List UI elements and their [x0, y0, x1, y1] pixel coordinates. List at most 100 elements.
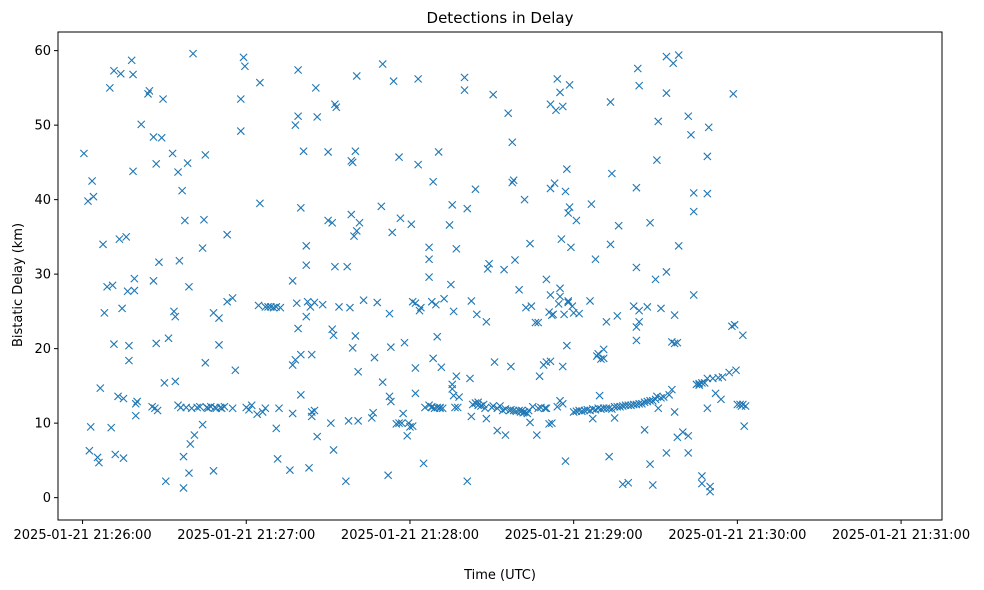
- data-point: [633, 64, 642, 73]
- data-point: [463, 477, 472, 486]
- data-point: [521, 303, 530, 312]
- data-point: [345, 303, 354, 312]
- data-point: [291, 121, 300, 130]
- data-point: [678, 428, 687, 437]
- data-point: [534, 404, 543, 413]
- data-point: [223, 297, 232, 306]
- data-point: [697, 479, 706, 488]
- data-point: [614, 221, 623, 230]
- data-point: [168, 149, 177, 158]
- data-point: [732, 366, 740, 375]
- data-point: [190, 431, 199, 440]
- data-point: [240, 62, 249, 71]
- data-point: [662, 267, 671, 276]
- data-point: [594, 349, 603, 358]
- data-point: [294, 112, 303, 121]
- data-point: [388, 228, 397, 237]
- data-point: [407, 220, 416, 229]
- data-point: [154, 258, 163, 267]
- data-point: [662, 89, 671, 98]
- data-point: [288, 361, 297, 370]
- data-point: [157, 133, 166, 142]
- data-point: [534, 318, 543, 327]
- data-point: [179, 483, 188, 492]
- data-point: [718, 372, 727, 381]
- data-point: [105, 83, 114, 92]
- data-point: [490, 358, 499, 367]
- data-point: [160, 378, 169, 387]
- data-point: [646, 218, 655, 227]
- data-point: [493, 426, 502, 435]
- data-point: [193, 403, 202, 412]
- data-point: [509, 176, 518, 185]
- data-point: [632, 323, 641, 332]
- y-tick-label: 10: [34, 417, 51, 432]
- data-point: [114, 392, 123, 401]
- data-point: [613, 311, 622, 320]
- data-point: [395, 153, 404, 162]
- data-point: [425, 273, 434, 282]
- data-point: [670, 311, 679, 320]
- data-point: [605, 404, 614, 413]
- data-point: [255, 199, 264, 208]
- data-point: [303, 297, 312, 306]
- data-point: [122, 232, 131, 241]
- data-point: [632, 263, 641, 272]
- data-point: [654, 404, 663, 413]
- data-point: [425, 243, 434, 252]
- data-point: [554, 299, 563, 308]
- data-point: [335, 302, 344, 311]
- data-point: [700, 378, 709, 387]
- data-point: [635, 81, 644, 90]
- data-point: [640, 425, 649, 434]
- x-axis-label: Time (UTC): [463, 568, 536, 583]
- data-point: [674, 241, 683, 250]
- data-point: [220, 402, 229, 411]
- data-point: [302, 261, 311, 270]
- data-point: [467, 412, 476, 421]
- data-point: [541, 404, 550, 413]
- data-point: [427, 297, 436, 306]
- data-point: [255, 78, 264, 87]
- data-point: [183, 159, 192, 168]
- data-point: [137, 120, 146, 129]
- data-point: [602, 317, 611, 326]
- data-point: [551, 106, 560, 115]
- data-point: [130, 286, 139, 295]
- data-point: [652, 156, 661, 165]
- data-point: [103, 282, 112, 291]
- y-axis-ticks: 0 10 20 30 40 50 60: [34, 44, 58, 506]
- data-point: [632, 183, 641, 192]
- data-point: [448, 384, 457, 393]
- data-point: [450, 403, 459, 412]
- y-axis-label: Bistatic Delay (km): [11, 223, 26, 347]
- data-point: [684, 431, 693, 440]
- data-point: [463, 204, 472, 213]
- data-point: [452, 244, 461, 253]
- data-point: [400, 338, 409, 347]
- data-point: [378, 378, 387, 387]
- data-point: [100, 308, 109, 317]
- data-point: [184, 282, 193, 291]
- data-point: [606, 240, 615, 249]
- data-point: [370, 353, 379, 362]
- data-point: [164, 334, 173, 343]
- data-point: [569, 407, 578, 416]
- data-point: [272, 424, 281, 433]
- data-point: [329, 445, 338, 454]
- data-point: [116, 69, 125, 78]
- data-point: [311, 83, 320, 92]
- data-point: [607, 169, 616, 178]
- data-point: [405, 422, 414, 431]
- data-point: [481, 404, 489, 413]
- y-tick-label: 50: [34, 119, 51, 134]
- data-point: [599, 354, 608, 363]
- data-point: [296, 203, 305, 212]
- data-point: [558, 399, 567, 408]
- data-point: [351, 147, 360, 156]
- data-point: [214, 340, 223, 349]
- data-point: [725, 368, 734, 377]
- data-point: [549, 310, 558, 319]
- data-point: [697, 472, 706, 481]
- data-point: [186, 440, 195, 448]
